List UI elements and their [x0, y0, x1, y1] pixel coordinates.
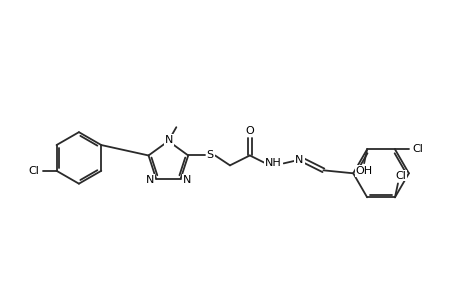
Text: N: N	[182, 175, 190, 185]
Text: N: N	[165, 135, 173, 145]
Text: S: S	[206, 151, 213, 160]
Text: N: N	[146, 175, 154, 185]
Text: Cl: Cl	[412, 144, 422, 154]
Text: Cl: Cl	[28, 166, 39, 176]
Text: O: O	[245, 126, 254, 136]
Text: OH: OH	[355, 166, 372, 176]
Text: NH: NH	[265, 158, 281, 168]
Text: N: N	[295, 155, 303, 165]
Text: Cl: Cl	[395, 170, 405, 181]
